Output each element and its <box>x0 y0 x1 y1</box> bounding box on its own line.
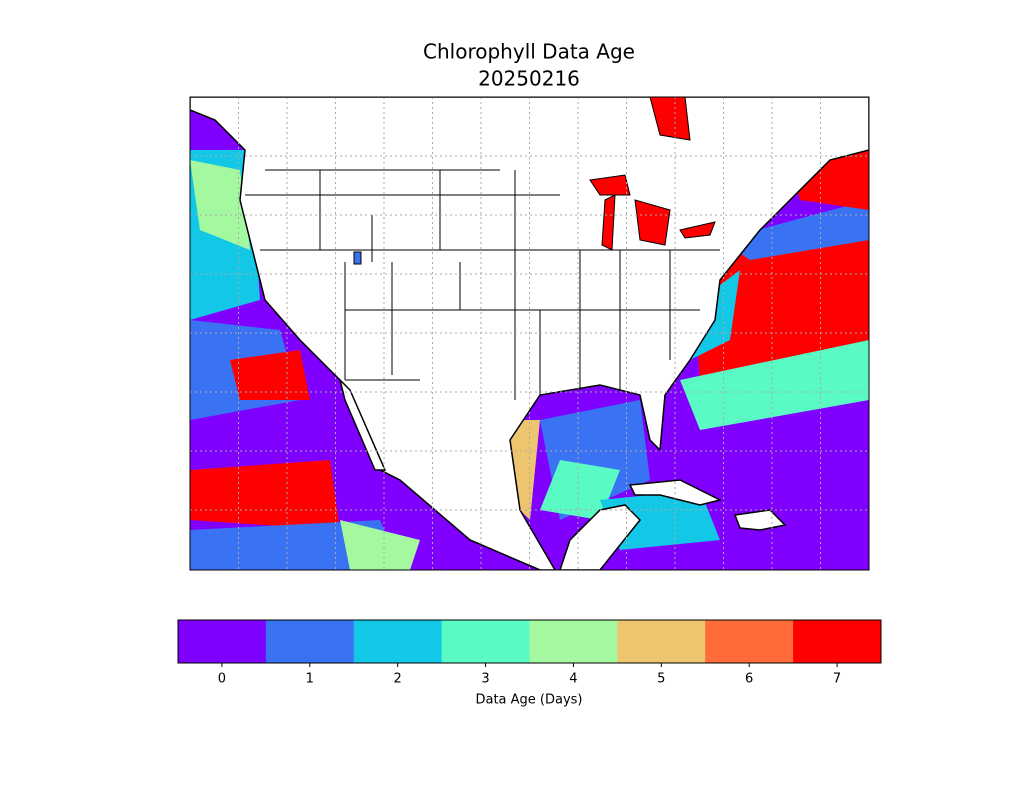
colorbar-tick-label: 7 <box>833 672 841 687</box>
colorbar-tick-label: 5 <box>657 672 665 687</box>
lake <box>649 97 691 141</box>
colorbar-tick-label: 3 <box>481 672 489 687</box>
colorbar-segment <box>353 620 443 663</box>
map <box>190 97 869 570</box>
state-borders <box>245 169 720 400</box>
colorbar-tick-label: 4 <box>569 672 577 687</box>
colorbar-segment <box>178 620 267 663</box>
colorbar-frame <box>177 619 882 664</box>
ocean-patch <box>340 520 420 570</box>
map-title: Chlorophyll Data Age <box>423 40 635 64</box>
lake <box>353 251 362 265</box>
yucatan <box>559 504 642 570</box>
map-frame <box>189 96 870 571</box>
ocean-patch <box>600 490 720 550</box>
colorbar-segment <box>705 620 794 663</box>
colorbar: 0 1 2 3 4 5 6 7 <box>177 619 882 687</box>
colorbar-tick-label: 6 <box>745 672 753 687</box>
colorbar-tick-label: 2 <box>394 672 402 687</box>
ocean-patch <box>190 160 250 250</box>
lake <box>634 199 671 246</box>
colorbar-tick-label: 0 <box>218 672 226 687</box>
ocean-patch <box>190 460 340 530</box>
colorbar-segment <box>529 620 618 663</box>
ocean-patch <box>680 340 869 430</box>
ocean-patch <box>540 460 620 520</box>
colorbar-segment <box>793 620 882 663</box>
ocean-patch <box>230 350 310 400</box>
colorbar-tick-label: 1 <box>306 672 314 687</box>
colorbar-segment <box>265 620 355 663</box>
colorbar-segment <box>617 620 706 663</box>
colorbar-label: Data Age (Days) <box>475 693 582 708</box>
colorbar-segment <box>441 620 530 663</box>
map-date: 20250216 <box>478 67 580 91</box>
lake <box>679 221 716 239</box>
lake <box>589 174 631 196</box>
baja <box>338 377 387 471</box>
